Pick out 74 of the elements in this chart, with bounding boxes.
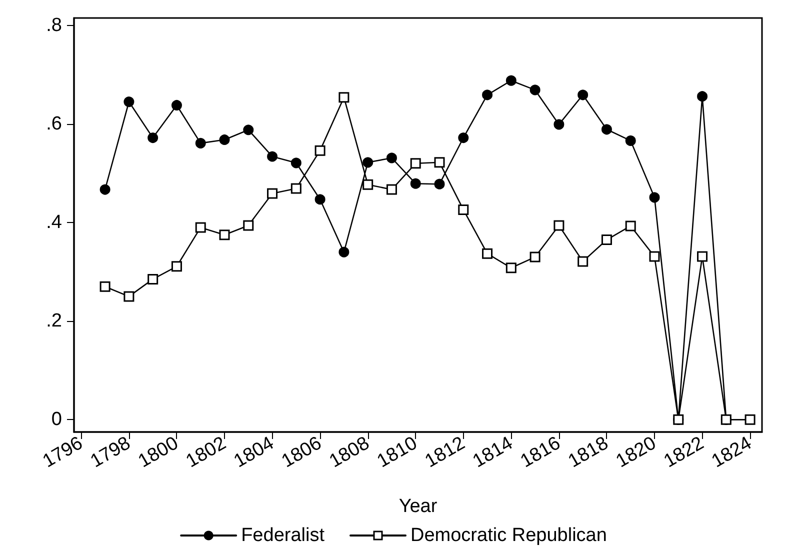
point — [195, 222, 206, 233]
x-tick-label: 1810 — [374, 432, 421, 472]
x-tick-label: 1806 — [278, 432, 326, 472]
x-tick-label: 1818 — [564, 432, 612, 472]
x-axis-title: Year — [398, 496, 438, 517]
point — [124, 96, 134, 108]
x-tick-label: 1816 — [517, 432, 564, 472]
point — [554, 220, 564, 231]
point — [530, 84, 540, 96]
x-tick-label: 1812 — [422, 432, 469, 472]
x-tick-label: 1796 — [39, 432, 86, 472]
y-tick-label: .4 — [46, 212, 62, 234]
point — [625, 135, 636, 146]
point — [195, 138, 206, 148]
point — [171, 261, 182, 272]
legend-label: Democratic Republican — [410, 525, 607, 546]
y-tick-label: 0 — [51, 409, 62, 430]
point — [100, 184, 110, 195]
point — [506, 262, 516, 274]
point — [314, 194, 326, 205]
point — [697, 91, 708, 102]
point — [386, 184, 397, 195]
point — [362, 157, 374, 168]
x-tick-label: 1802 — [182, 432, 230, 472]
point — [458, 204, 469, 215]
x-tick-label: 1824 — [708, 432, 756, 472]
legend-label: Federalist — [241, 525, 326, 546]
x-tick-label: 1814 — [469, 432, 516, 472]
point — [314, 145, 326, 156]
x-tick-label: 1820 — [612, 432, 660, 472]
point — [434, 157, 445, 168]
y-tick-label: .2 — [46, 310, 62, 332]
y-tick-label: .8 — [46, 14, 62, 36]
x-tick-label: 1800 — [134, 432, 182, 472]
point — [697, 251, 708, 262]
point — [386, 152, 397, 164]
point — [100, 281, 110, 292]
point — [243, 220, 254, 231]
x-tick-label: 1804 — [230, 432, 278, 472]
point — [601, 234, 612, 246]
point — [649, 251, 660, 262]
x-tick-label: 1808 — [326, 432, 374, 472]
point — [625, 220, 636, 232]
point — [148, 132, 158, 144]
point — [578, 90, 588, 100]
y-tick-label: .6 — [46, 113, 62, 134]
point — [219, 134, 230, 145]
point — [458, 132, 469, 144]
point — [267, 151, 278, 162]
point — [362, 179, 374, 190]
point — [338, 92, 350, 103]
point — [410, 158, 421, 169]
point — [578, 256, 588, 267]
point — [744, 414, 756, 425]
point — [243, 124, 254, 136]
point — [530, 252, 540, 262]
point — [148, 274, 158, 284]
point — [410, 178, 421, 189]
point — [171, 100, 182, 110]
point — [290, 158, 302, 168]
point — [124, 291, 134, 302]
point — [649, 192, 660, 203]
point — [506, 75, 516, 86]
point — [482, 248, 493, 259]
point — [267, 188, 278, 199]
x-tick-label: 1798 — [87, 432, 134, 472]
point — [434, 178, 445, 190]
point — [601, 124, 612, 135]
point — [219, 230, 230, 240]
point — [290, 183, 302, 194]
point — [554, 119, 564, 130]
point — [338, 246, 350, 258]
point — [482, 90, 493, 100]
x-tick-label: 1822 — [660, 432, 708, 472]
